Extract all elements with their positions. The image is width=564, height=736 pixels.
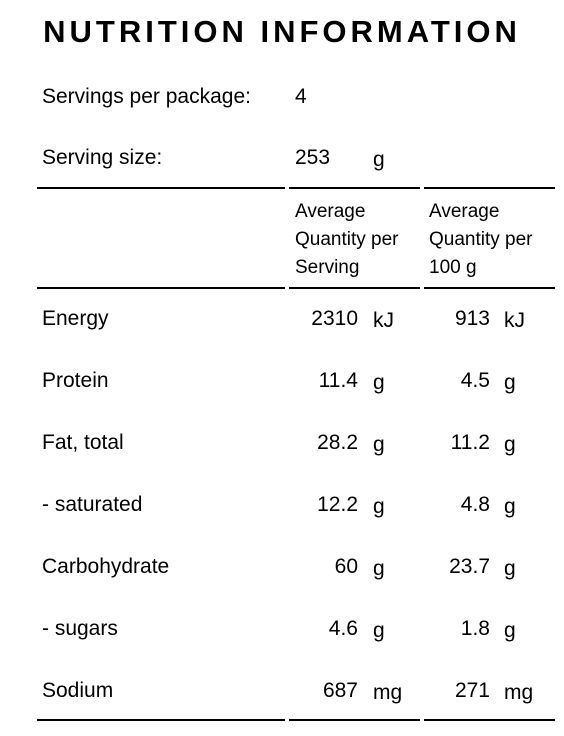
nutrient-name: Carbohydrate [42,555,170,578]
servings-label: Servings per package: [42,85,251,108]
per-100g-unit: mg [504,681,534,704]
per-serving-value: 2310 [311,307,358,330]
servings-value: 4 [295,85,307,108]
per-serving-unit: mg [373,681,403,704]
rule [289,187,420,189]
nutrient-name: Protein [42,369,109,392]
header-line: Serving [295,257,360,278]
rule [289,287,420,289]
nutrient-name: Fat, total [42,431,124,454]
rule [424,287,555,289]
per-100g-unit: g [504,557,516,580]
serving-size-unit: g [373,148,385,171]
nutrient-name: - sugars [42,617,118,640]
rule [37,187,285,189]
per-serving-unit: g [373,433,385,456]
per-100g-value: 913 [454,307,490,330]
per-serving-value: 28.2 [317,431,358,454]
per-serving-value: 4.6 [328,617,358,640]
serving-size-value: 253 [295,146,331,169]
per-100g-value: 4.5 [460,369,490,392]
nutrient-name: Energy [42,307,109,330]
rule [289,719,420,721]
per-100g-value: 23.7 [449,555,490,578]
column-header: Average Quantity per Serving [295,198,399,282]
per-100g-unit: g [504,619,516,642]
rule [424,719,555,721]
rule [37,287,285,289]
per-serving-value: 60 [334,555,358,578]
per-100g-unit: g [504,371,516,394]
per-100g-value: 4.8 [460,493,490,516]
header-line: Average [429,201,500,222]
header-line: Quantity per [429,229,533,250]
per-100g-unit: g [504,433,516,456]
rule [424,187,555,189]
rule [37,719,285,721]
per-serving-unit: g [373,495,385,518]
per-100g-unit: g [504,495,516,518]
header-line: Quantity per [295,229,399,250]
per-serving-unit: g [373,557,385,580]
per-100g-value: 271 [454,679,490,702]
per-serving-value: 11.4 [318,369,358,392]
per-100g-value: 11.2 [450,431,490,454]
nutrient-name: Sodium [42,679,114,702]
serving-size-label: Serving size: [42,146,163,169]
per-serving-unit: g [373,371,385,394]
title: NUTRITION INFORMATION [43,14,521,49]
nutrient-name: - saturated [42,493,143,516]
per-serving-value: 12.2 [317,493,358,516]
header-line: 100 g [429,257,477,278]
per-serving-unit: g [373,619,385,642]
column-header: Average Quantity per 100 g [429,198,533,282]
per-100g-value: 1.8 [460,617,490,640]
per-100g-unit: kJ [504,309,525,332]
per-serving-value: 687 [322,679,358,702]
per-serving-unit: kJ [373,309,394,332]
header-line: Average [295,201,366,222]
